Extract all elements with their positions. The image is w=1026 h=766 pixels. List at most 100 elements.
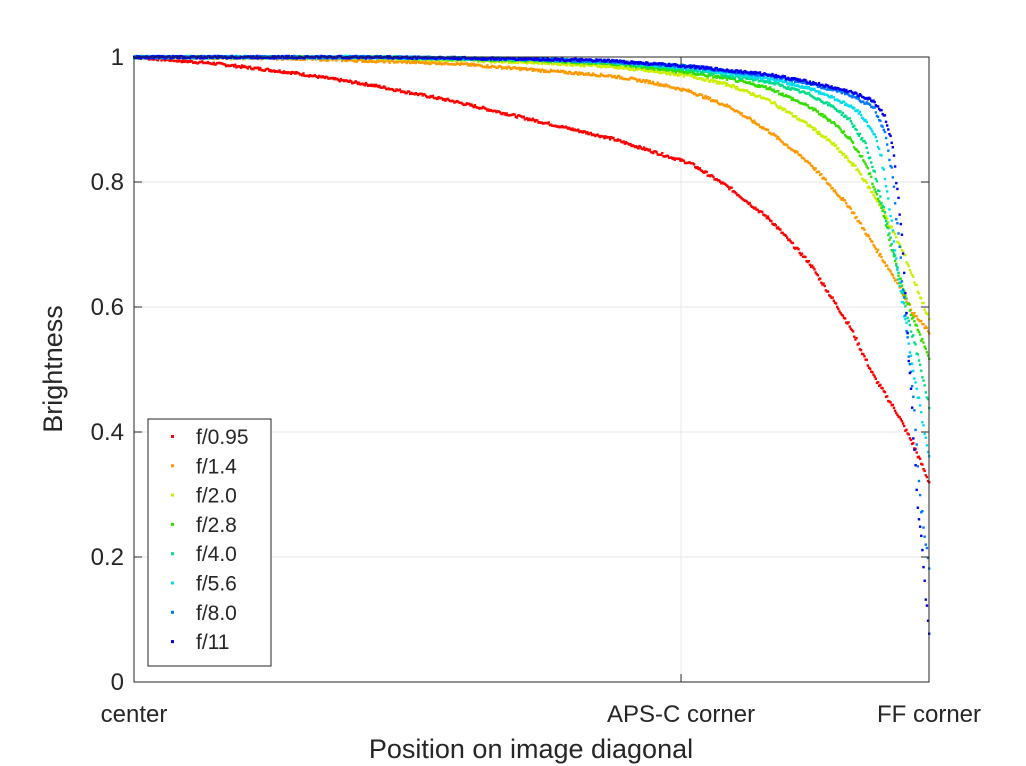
data-point bbox=[730, 85, 733, 89]
data-point bbox=[494, 109, 497, 113]
data-point bbox=[924, 311, 927, 314]
data-point bbox=[821, 100, 824, 103]
data-point bbox=[900, 280, 904, 283]
data-point bbox=[859, 173, 863, 176]
data-point bbox=[921, 337, 924, 341]
data-point bbox=[904, 317, 907, 321]
data-point bbox=[700, 71, 704, 74]
data-point bbox=[716, 71, 720, 74]
data-point bbox=[201, 60, 204, 63]
data-point bbox=[480, 60, 483, 63]
data-point bbox=[838, 310, 841, 313]
data-point bbox=[879, 195, 882, 198]
data-point bbox=[849, 104, 853, 107]
data-point bbox=[896, 222, 899, 225]
data-point bbox=[895, 411, 898, 415]
data-point bbox=[750, 119, 754, 123]
data-point bbox=[581, 131, 585, 134]
data-point bbox=[899, 277, 903, 280]
data-point bbox=[788, 238, 791, 241]
data-point bbox=[813, 268, 816, 271]
data-point bbox=[765, 216, 768, 220]
data-point bbox=[847, 93, 850, 96]
data-point bbox=[874, 135, 878, 139]
data-point bbox=[828, 102, 831, 105]
data-point bbox=[883, 212, 887, 215]
data-point bbox=[906, 336, 909, 339]
data-point bbox=[267, 67, 270, 71]
data-point bbox=[849, 327, 853, 330]
data-point bbox=[611, 63, 614, 66]
data-point bbox=[656, 81, 659, 84]
data-point bbox=[832, 96, 835, 99]
data-point bbox=[868, 172, 872, 175]
data-point bbox=[674, 71, 678, 74]
data-point bbox=[854, 338, 857, 341]
data-point bbox=[344, 54, 347, 58]
data-point bbox=[612, 136, 615, 140]
data-point bbox=[833, 122, 837, 126]
data-point bbox=[357, 81, 361, 84]
data-point bbox=[715, 76, 719, 79]
data-point bbox=[772, 81, 775, 85]
data-point bbox=[925, 351, 929, 354]
data-point bbox=[531, 60, 535, 63]
data-point bbox=[749, 204, 753, 207]
data-point bbox=[799, 86, 803, 89]
data-point bbox=[899, 418, 903, 421]
data-point bbox=[808, 93, 812, 96]
data-point bbox=[781, 108, 784, 112]
data-point bbox=[719, 180, 722, 184]
data-point bbox=[848, 325, 851, 328]
data-point bbox=[181, 58, 185, 62]
data-point bbox=[864, 141, 867, 145]
data-point bbox=[638, 144, 641, 148]
data-point bbox=[830, 94, 833, 98]
data-point bbox=[779, 228, 782, 231]
data-point bbox=[849, 138, 853, 141]
data-point bbox=[708, 80, 712, 84]
data-point bbox=[790, 82, 793, 85]
data-point bbox=[820, 281, 823, 284]
data-point bbox=[754, 206, 757, 210]
data-point bbox=[561, 124, 564, 128]
data-point bbox=[910, 362, 914, 365]
data-point bbox=[905, 300, 908, 304]
data-point bbox=[753, 93, 756, 96]
data-point bbox=[812, 266, 815, 269]
data-point bbox=[867, 125, 871, 128]
data-point bbox=[847, 321, 850, 324]
data-point bbox=[895, 264, 898, 267]
data-point bbox=[764, 214, 767, 217]
data-point bbox=[169, 59, 172, 63]
data-point bbox=[766, 78, 770, 82]
data-point bbox=[797, 100, 800, 103]
data-point bbox=[799, 253, 803, 257]
data-point bbox=[738, 111, 741, 114]
data-point bbox=[698, 167, 701, 170]
data-point bbox=[504, 113, 507, 117]
data-point bbox=[349, 80, 353, 83]
data-point bbox=[820, 114, 823, 117]
data-point bbox=[922, 323, 925, 326]
data-point bbox=[701, 77, 705, 81]
data-point bbox=[207, 54, 211, 58]
data-point bbox=[893, 409, 897, 412]
data-point bbox=[714, 74, 717, 78]
data-point bbox=[923, 326, 926, 330]
data-point bbox=[769, 78, 772, 82]
data-point bbox=[734, 87, 738, 91]
data-point bbox=[887, 226, 890, 230]
data-point bbox=[799, 154, 803, 157]
data-point bbox=[320, 59, 323, 62]
data-point bbox=[748, 201, 751, 205]
data-point bbox=[883, 210, 887, 214]
data-point bbox=[737, 193, 740, 197]
data-point bbox=[811, 264, 814, 267]
data-point bbox=[765, 76, 768, 79]
data-point bbox=[836, 305, 839, 309]
data-point bbox=[925, 444, 929, 447]
data-point bbox=[505, 67, 508, 70]
data-point bbox=[808, 162, 812, 165]
data-point bbox=[859, 348, 863, 352]
